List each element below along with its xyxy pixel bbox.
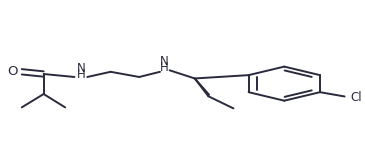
Text: N: N [77,63,85,76]
Text: O: O [7,65,18,78]
Text: N: N [160,55,169,68]
Text: H: H [77,68,85,81]
Text: H: H [160,61,169,74]
Text: Cl: Cl [350,91,362,104]
